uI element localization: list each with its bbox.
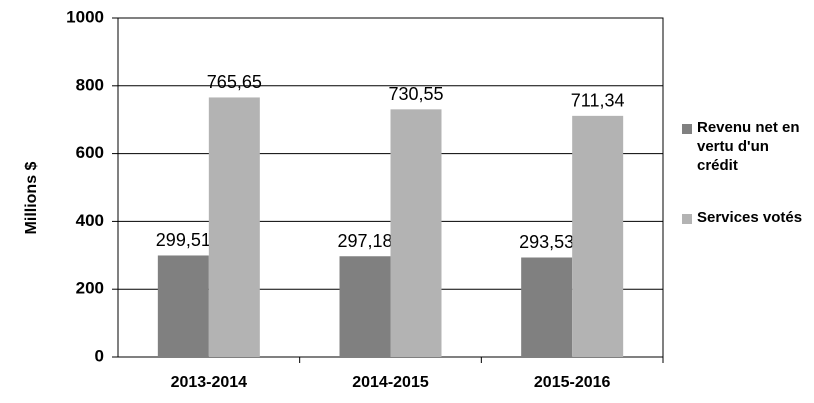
y-tick-label: 1000 [66,7,104,26]
data-label: 730,55 [388,84,443,104]
x-tick-label: 2015-2016 [534,374,611,391]
y-tick-label: 200 [76,279,104,298]
legend-label: Revenu net en vertu d'un crédit [697,119,800,174]
y-tick-label: 0 [95,346,104,365]
bar [339,256,391,357]
legend-swatch [682,214,692,224]
legend-label: Services votés [697,209,803,226]
y-tick-label: 600 [76,143,104,162]
bar [208,97,260,358]
y-axis-label: Millions $ [23,161,40,234]
data-label: 765,65 [207,72,262,92]
data-label: 711,34 [571,91,625,111]
x-tick-label: 2014-2015 [352,374,429,391]
bar [157,255,209,357]
y-tick-label: 800 [76,75,104,94]
x-tick-label: 2013-2014 [171,374,248,391]
data-label: 293,53 [519,232,574,252]
data-label: 299,51 [156,230,211,250]
y-tick-label: 400 [76,211,104,230]
bar [521,257,573,357]
legend-swatch [682,124,692,134]
bar [390,109,442,357]
data-label: 297,18 [337,231,392,251]
bar [572,115,624,357]
